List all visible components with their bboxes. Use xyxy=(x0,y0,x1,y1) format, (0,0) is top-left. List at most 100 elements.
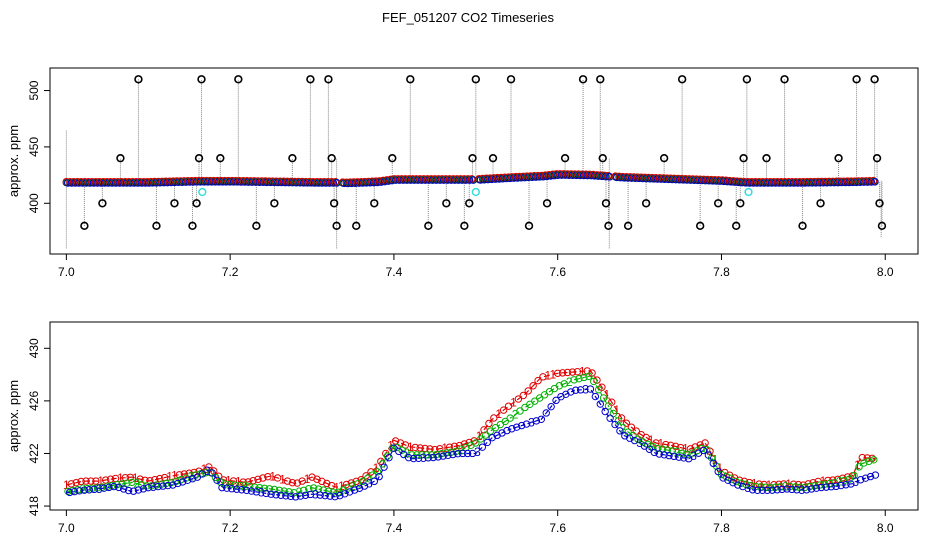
top-point-red xyxy=(854,177,863,185)
top-point-red xyxy=(62,177,71,186)
bottom-series-point xyxy=(339,486,347,494)
bottom-series-point xyxy=(249,476,257,485)
bottom-series-point xyxy=(309,484,318,492)
top-point-red xyxy=(139,177,148,186)
top-point-red xyxy=(618,172,627,181)
bottom-series-point xyxy=(477,435,485,443)
bottom-series-point xyxy=(583,367,591,375)
top-point-red xyxy=(316,177,325,186)
top-point-red xyxy=(515,172,524,181)
top-point-red xyxy=(397,175,406,183)
bottom-series-point xyxy=(732,477,740,486)
top-point-red xyxy=(187,176,196,185)
top-point-red xyxy=(151,177,159,186)
top-point-red xyxy=(486,174,494,182)
top-outlier-point xyxy=(834,153,843,163)
bottom-series-point xyxy=(262,489,270,498)
bottom-series-symbol: 3 xyxy=(312,488,319,502)
bottom-series-point xyxy=(730,474,739,482)
top-outlier-point xyxy=(406,75,415,84)
figure-title: FEF_051207 CO2 Timeseries xyxy=(382,10,554,25)
top-x-tick-label: 7.8 xyxy=(713,265,730,279)
top-y-tick-label: 400 xyxy=(27,193,41,213)
bottom-series-point xyxy=(188,475,197,483)
bottom-series-point xyxy=(411,443,419,452)
top-point-red xyxy=(858,177,867,185)
bottom-y-tick-label: 418 xyxy=(27,496,41,516)
top-outlier-point xyxy=(732,221,741,231)
bottom-series-point xyxy=(519,391,528,400)
top-point-red xyxy=(302,177,310,186)
top-point-red xyxy=(261,177,270,185)
bottom-series-point xyxy=(341,490,349,498)
top-point-red xyxy=(596,171,605,179)
bottom-series-point xyxy=(321,491,329,500)
top-outlier-point xyxy=(270,199,279,208)
bottom-series-point xyxy=(516,407,524,415)
top-point-red xyxy=(810,177,819,186)
top-point-red xyxy=(869,176,878,185)
top-outlier-point xyxy=(468,153,477,163)
bottom-series-point xyxy=(434,453,442,461)
bottom-series-point xyxy=(472,439,480,447)
top-outlier-point xyxy=(216,153,225,163)
top-outlier-point xyxy=(742,75,752,84)
bottom-series-point xyxy=(313,475,321,483)
top-point-red xyxy=(803,177,811,186)
bottom-series-point xyxy=(439,452,447,460)
top-point-red xyxy=(766,177,774,186)
top-outlier-point xyxy=(604,221,613,231)
bottom-series-symbol: 3 xyxy=(852,475,859,489)
top-point-red xyxy=(431,175,439,183)
top-point-red xyxy=(563,170,572,178)
top-point-red xyxy=(600,171,609,180)
bottom-series-point xyxy=(699,446,708,455)
bottom-series-point xyxy=(110,482,118,491)
bottom-series-point xyxy=(293,479,301,487)
bottom-series-point xyxy=(514,395,523,403)
top-panel: 7.0 7.2 7.4 7.6 7.8 8.0 400 450 500 approx. ppm xyxy=(6,67,919,279)
bottom-series-point xyxy=(67,480,75,488)
top-outlier-point xyxy=(424,221,433,231)
bottom-series-point xyxy=(481,431,490,439)
bottom-series-point xyxy=(704,451,713,459)
top-outlier-point xyxy=(641,199,651,208)
top-point-red xyxy=(865,176,874,185)
top-outlier-point xyxy=(80,221,89,231)
top-point-red xyxy=(689,175,697,183)
top-point-red xyxy=(346,178,354,186)
bottom-series-point xyxy=(758,486,767,494)
top-point-red xyxy=(759,177,767,186)
bottom-series-point xyxy=(558,369,567,377)
bottom-series-symbol: 1 xyxy=(132,471,139,485)
bottom-series-symbol: 1 xyxy=(225,473,232,487)
top-outlier-point xyxy=(524,221,534,231)
bottom-series-point xyxy=(539,373,547,381)
top-outlier-point xyxy=(194,153,204,163)
top-point-red xyxy=(405,175,413,183)
top-point-red xyxy=(493,173,502,182)
top-point-red xyxy=(283,177,292,186)
bottom-series-point xyxy=(788,485,796,494)
top-point-red xyxy=(582,170,590,179)
bottom-series-point xyxy=(685,455,693,463)
top-point-red xyxy=(364,177,373,186)
bottom-series-point xyxy=(778,485,786,494)
top-point-red xyxy=(711,176,719,184)
bottom-series-point xyxy=(213,476,221,484)
top-point-red xyxy=(626,173,634,181)
top-point-red xyxy=(777,177,786,186)
bottom-x-tick-label: 8.0 xyxy=(877,521,894,535)
bottom-series-point xyxy=(296,492,305,500)
bottom-series-point xyxy=(570,376,578,384)
top-outlier-point xyxy=(780,75,789,84)
top-point-red xyxy=(394,175,402,183)
top-outlier-point xyxy=(560,153,570,163)
bottom-series-point xyxy=(606,414,614,422)
top-point-red xyxy=(497,173,505,182)
top-point-red xyxy=(545,170,553,179)
top-point-red xyxy=(630,173,638,181)
bottom-series-point xyxy=(124,486,133,495)
top-point-red xyxy=(154,177,163,186)
